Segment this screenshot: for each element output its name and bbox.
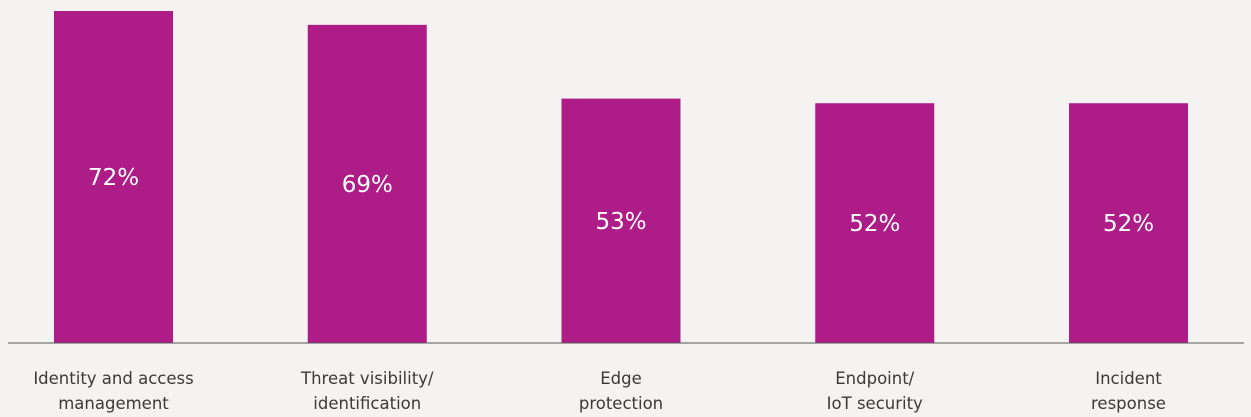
bar-3 — [815, 103, 935, 343]
category-label-2-line-1: protection — [579, 394, 663, 413]
category-label-0-line-0: Identity and access — [33, 369, 193, 388]
bar-4 — [1069, 103, 1188, 343]
bar-value-label-2: 53% — [595, 209, 646, 235]
category-label-4-line-0: Incident — [1095, 369, 1162, 388]
bar-value-label-3: 52% — [849, 211, 900, 237]
category-label-3-line-1: IoT security — [827, 394, 923, 413]
bar-1 — [307, 24, 427, 344]
category-label-2-line-0: Edge — [600, 369, 642, 388]
category-labels-group: Identity and access management Threat visi… — [33, 369, 1166, 413]
bar-value-label-0: 72% — [88, 165, 139, 191]
bar-0 — [54, 11, 173, 343]
bar-value-label-4: 52% — [1103, 211, 1154, 237]
bar-value-label-1: 69% — [342, 172, 393, 198]
category-label-1-line-1: identification — [313, 394, 421, 413]
bar-2 — [561, 98, 681, 343]
category-label-0-line-1: management — [58, 394, 169, 413]
category-label-1-line-0: Threat visibility/ — [300, 369, 434, 388]
category-label-3-line-0: Endpoint/ — [835, 369, 914, 388]
bars-group: 72% 69% 53% 52% 52% — [54, 11, 1188, 344]
category-label-4-line-1: response — [1091, 394, 1166, 413]
